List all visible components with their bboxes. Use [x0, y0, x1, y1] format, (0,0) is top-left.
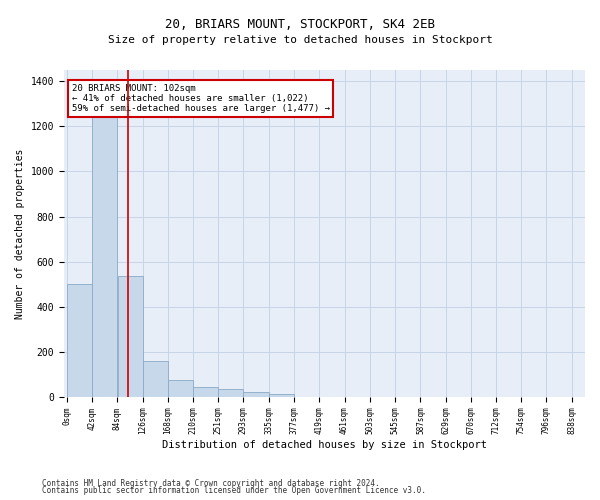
- Bar: [193, 387, 218, 397]
- Y-axis label: Number of detached properties: Number of detached properties: [15, 148, 25, 318]
- Text: Contains HM Land Registry data © Crown copyright and database right 2024.: Contains HM Land Registry data © Crown c…: [42, 478, 380, 488]
- Bar: [118, 276, 143, 397]
- Bar: [143, 361, 168, 397]
- Text: 20 BRIARS MOUNT: 102sqm
← 41% of detached houses are smaller (1,022)
59% of semi: 20 BRIARS MOUNT: 102sqm ← 41% of detache…: [71, 84, 329, 114]
- Bar: [244, 392, 269, 397]
- Bar: [67, 284, 92, 397]
- X-axis label: Distribution of detached houses by size in Stockport: Distribution of detached houses by size …: [162, 440, 487, 450]
- Bar: [92, 92, 117, 397]
- Bar: [218, 389, 243, 397]
- Text: Size of property relative to detached houses in Stockport: Size of property relative to detached ho…: [107, 35, 493, 45]
- Bar: [269, 394, 294, 397]
- Text: Contains public sector information licensed under the Open Government Licence v3: Contains public sector information licen…: [42, 486, 426, 495]
- Text: 20, BRIARS MOUNT, STOCKPORT, SK4 2EB: 20, BRIARS MOUNT, STOCKPORT, SK4 2EB: [165, 18, 435, 30]
- Bar: [168, 380, 193, 397]
